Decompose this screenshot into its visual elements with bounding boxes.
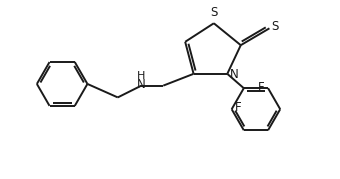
- Text: S: S: [210, 6, 218, 19]
- Text: F: F: [258, 81, 265, 94]
- Text: N: N: [137, 78, 146, 91]
- Text: H: H: [137, 71, 146, 81]
- Text: S: S: [271, 20, 279, 33]
- Text: N: N: [230, 68, 239, 81]
- Text: F: F: [234, 101, 241, 114]
